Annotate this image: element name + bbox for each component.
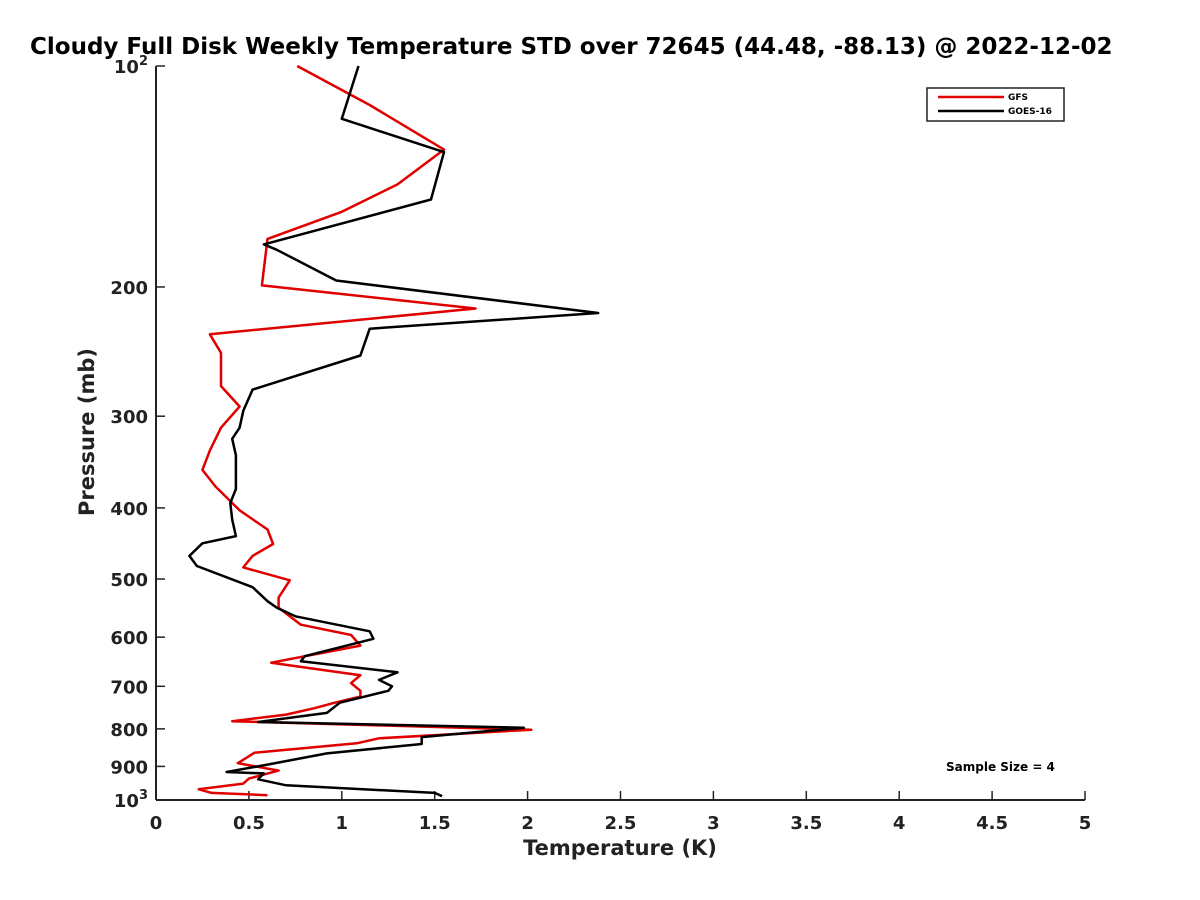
- x-tick-label: 2.5: [605, 813, 637, 834]
- x-tick-label: 1: [336, 813, 349, 834]
- x-tick-label: 0.5: [233, 813, 265, 834]
- series-line-gfs: [197, 64, 533, 797]
- legend-box: [926, 87, 1065, 122]
- y-tick-label: 103: [114, 788, 148, 812]
- y-tick-label: 600: [110, 628, 148, 649]
- series-layer: [188, 64, 600, 798]
- x-tick-label: 0: [150, 813, 163, 834]
- legend-label-gfs: GFS: [1008, 93, 1028, 103]
- x-tick-label: 5: [1079, 813, 1092, 834]
- y-tick-label: 200: [110, 278, 148, 299]
- x-tick-label: 2: [521, 813, 534, 834]
- y-tick-label: 900: [110, 757, 148, 778]
- y-axis-label: Pressure (mb): [75, 348, 99, 516]
- y-tick-label: 300: [110, 407, 148, 428]
- legend: GFS GOES-16: [926, 87, 1065, 122]
- x-tick-label: 4: [893, 813, 906, 834]
- y-tick-label: 700: [110, 677, 148, 698]
- y-tick-label: 102: [114, 54, 148, 78]
- legend-label-goes: GOES-16: [1008, 107, 1052, 117]
- x-tick-label: 4.5: [976, 813, 1008, 834]
- y-tick-label: 400: [110, 499, 148, 520]
- x-tick-label: 1.5: [419, 813, 451, 834]
- sample-size-note: Sample Size = 4: [946, 760, 1055, 774]
- x-axis-label: Temperature (K): [523, 836, 717, 860]
- chart-title: Cloudy Full Disk Weekly Temperature STD …: [30, 34, 1113, 60]
- y-tick-label: 800: [110, 720, 148, 741]
- plot-area: 0 0.5 1 1.5 2 2.5 3 3.5 4 4.5 5 102 200 300 400 500 600 7…: [110, 54, 1091, 834]
- y-tick-label: 500: [110, 570, 148, 591]
- series-line-goes-16: [188, 65, 600, 798]
- x-tick-label: 3.5: [790, 813, 822, 834]
- x-tick-label: 3: [707, 813, 720, 834]
